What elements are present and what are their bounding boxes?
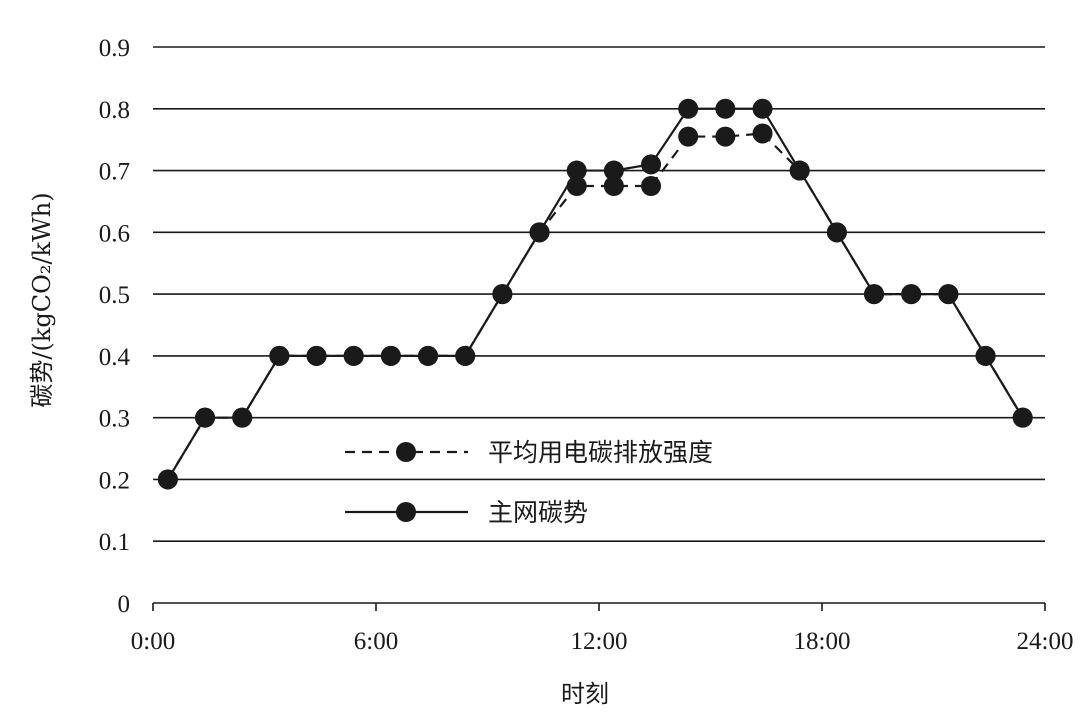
data-point xyxy=(269,345,290,366)
legend-label: 平均用电碳排放强度 xyxy=(488,438,713,467)
x-tick-label: 24:00 xyxy=(1017,628,1074,655)
data-point xyxy=(1012,407,1033,428)
data-point xyxy=(678,126,699,147)
y-axis-title: 碳势/(kgCO₂/kWh) xyxy=(28,192,56,407)
data-point xyxy=(752,98,773,119)
data-point xyxy=(826,222,847,243)
data-point xyxy=(195,407,216,428)
y-tick-label: 0.2 xyxy=(99,467,130,494)
y-tick-label: 0 xyxy=(118,591,131,618)
data-point xyxy=(901,284,922,305)
data-point xyxy=(603,176,624,196)
data-point xyxy=(678,98,699,119)
data-point xyxy=(306,345,327,366)
data-point xyxy=(566,160,587,181)
y-tick-label: 0.4 xyxy=(99,344,131,371)
data-point xyxy=(789,160,810,181)
legend-item: 主网碳势 xyxy=(345,498,588,527)
y-tick-label: 0.7 xyxy=(99,159,130,186)
data-point xyxy=(343,345,364,366)
data-point xyxy=(715,98,736,119)
x-tick-label: 18:00 xyxy=(794,628,851,655)
y-tick-label: 0.3 xyxy=(99,406,130,433)
legend-label: 主网碳势 xyxy=(488,498,588,527)
y-tick-label: 0.6 xyxy=(99,220,130,247)
y-tick-label: 0.1 xyxy=(99,529,130,556)
y-tick-label: 0.5 xyxy=(99,282,130,309)
data-point xyxy=(232,407,253,428)
series-group xyxy=(157,98,1033,490)
data-point xyxy=(418,345,439,366)
data-point xyxy=(603,160,624,181)
legend-item: 平均用电碳排放强度 xyxy=(345,438,713,467)
series-average-emission-intensity xyxy=(157,123,1033,490)
y-tick-label: 0.9 xyxy=(99,35,130,62)
x-tick-label: 0:00 xyxy=(131,628,175,655)
data-point xyxy=(975,345,996,366)
x-tick-label: 12:00 xyxy=(571,628,628,655)
legend-marker xyxy=(396,442,416,462)
legend-marker xyxy=(396,502,416,522)
data-point xyxy=(641,176,662,196)
data-point xyxy=(157,469,178,490)
x-tick-label: 6:00 xyxy=(354,628,398,655)
x-axis-title: 时刻 xyxy=(561,680,609,708)
data-point xyxy=(938,284,959,305)
data-point xyxy=(455,345,476,366)
series-line xyxy=(166,132,1024,481)
data-point xyxy=(529,222,550,243)
axes: 0 0.1 0.2 0.3 0.4 0.5 0.6 0.7 0.8 0.9 0:00 6:00 12:0… xyxy=(99,35,1074,655)
data-point xyxy=(864,284,885,305)
y-tick-label: 0.8 xyxy=(99,97,130,124)
data-point xyxy=(752,123,773,144)
data-point xyxy=(492,284,513,305)
data-point xyxy=(641,154,662,175)
series-main-grid-carbon-potential xyxy=(157,98,1033,490)
data-point xyxy=(380,345,401,366)
data-point xyxy=(715,126,736,147)
